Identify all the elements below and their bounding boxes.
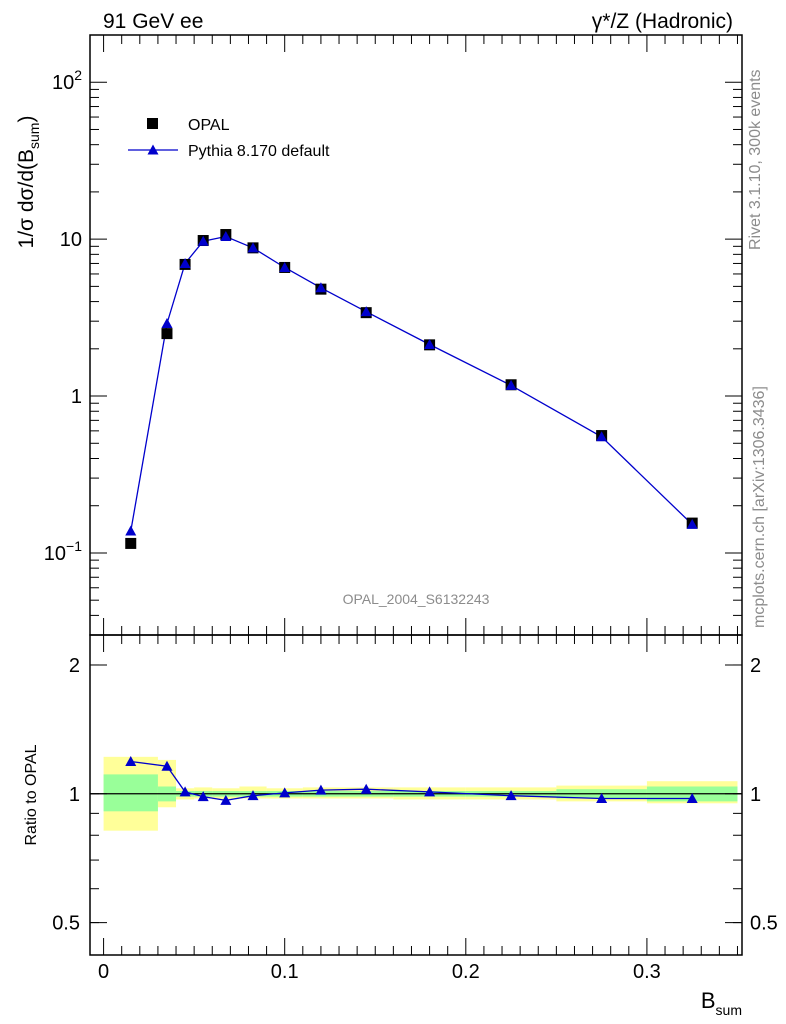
x-axis-title-main: B [701,988,716,1013]
x-tick-label: 0.2 [452,961,480,983]
ratio-y-axis-title: Ratio to OPAL [23,744,40,845]
process-title-prefix: γ*/Z [592,10,630,33]
legend-pythia-label: Pythia 8.170 default [188,143,330,160]
x-tick-label: 0.1 [271,961,299,983]
ratio-plot-frame [89,634,743,956]
pythia-data-point [247,242,259,253]
pythia-ratio-point [505,790,517,801]
main-y-tick-label: 1 [71,386,82,408]
y-axis-title-close: ) [15,116,38,123]
pythia-series-line [130,235,693,532]
x-tick-label: 0.3 [633,961,661,983]
pythia-ratio-point [247,790,259,801]
y-axis-title-main: 1/σ dσ/d(B [15,149,38,248]
main-y-tick-label: 102 [52,67,82,94]
x-tick-label: 0 [98,961,109,983]
pythia-ratio-point [179,786,191,797]
legend: OPAL Pythia 8.170 default [128,117,330,160]
pythia-ratio-point [424,786,436,797]
x-axis-title: Bsum [701,988,742,1018]
ratio-y-tick-label-left: 0.5 [52,913,80,935]
pythia-ratio-point [125,755,137,766]
ratio-y-tick-label-left: 1 [69,784,80,806]
plot-markers [125,229,698,805]
pythia-data-point [125,525,137,536]
plot-lines [90,235,742,802]
tick-label-base: 10 [52,72,74,94]
pythia-data-point [197,235,209,246]
pythia-data-point [161,317,173,328]
ratio-y-tick-label-left: 2 [69,655,80,677]
process-title-suffix: (Hadronic) [635,10,733,33]
y-axis-title: 1/σ dσ/d(Bsum) [15,116,42,249]
legend-opal-marker [147,118,158,129]
ratio-y-tick-label-right: 1 [750,784,761,806]
ratio-y-tick-label-right: 0.5 [750,913,778,935]
x-axis-title-sub: sum [716,1002,742,1018]
opal-data-point [125,537,137,549]
axis-ticks [90,35,742,955]
tick-label-exponent: −1 [66,538,82,554]
pythia-data-point [505,379,517,390]
analysis-watermark: OPAL_2004_S6132243 [343,591,490,607]
pythia-data-point [596,431,608,442]
mcplots-label: mcplots.cern.ch [arXiv:1306.3436] [751,386,768,628]
pythia-ratio-point [161,760,173,771]
pythia-ratio-point [315,784,327,795]
main-y-tick-label: 10 [60,229,82,251]
pythia-ratio-point [686,792,698,803]
legend-pythia-marker [147,144,159,155]
pythia-ratio-point [197,791,209,802]
pythia-data-point [279,261,291,272]
main-y-tick-label: 10−1 [44,538,82,565]
pythia-ratio-point [596,792,608,803]
rivet-label: Rivet 3.1.10, 300k events [747,69,764,250]
stat-band [103,774,158,812]
process-label: 91 GeV ee [103,10,203,33]
pythia-data-point [179,257,191,268]
pythia-ratio-point [360,783,372,794]
pythia-ratio-point [279,787,291,798]
pythia-data-point [360,306,372,317]
process-title: γ*/Z (Hadronic) [592,10,733,33]
tick-label-exponent: 2 [74,67,82,83]
pythia-data-point [686,518,698,529]
opal-data-point [161,328,173,340]
pythia-data-point [315,282,327,293]
pythia-data-point [424,339,436,350]
y-axis-title-sub: sum [26,123,42,149]
legend-opal-label: OPAL [188,117,230,134]
tick-label-base: 10 [44,543,66,565]
pythia-ratio-point [220,794,232,805]
ratio-y-tick-label-right: 2 [750,655,761,677]
pythia-data-point [220,230,232,241]
